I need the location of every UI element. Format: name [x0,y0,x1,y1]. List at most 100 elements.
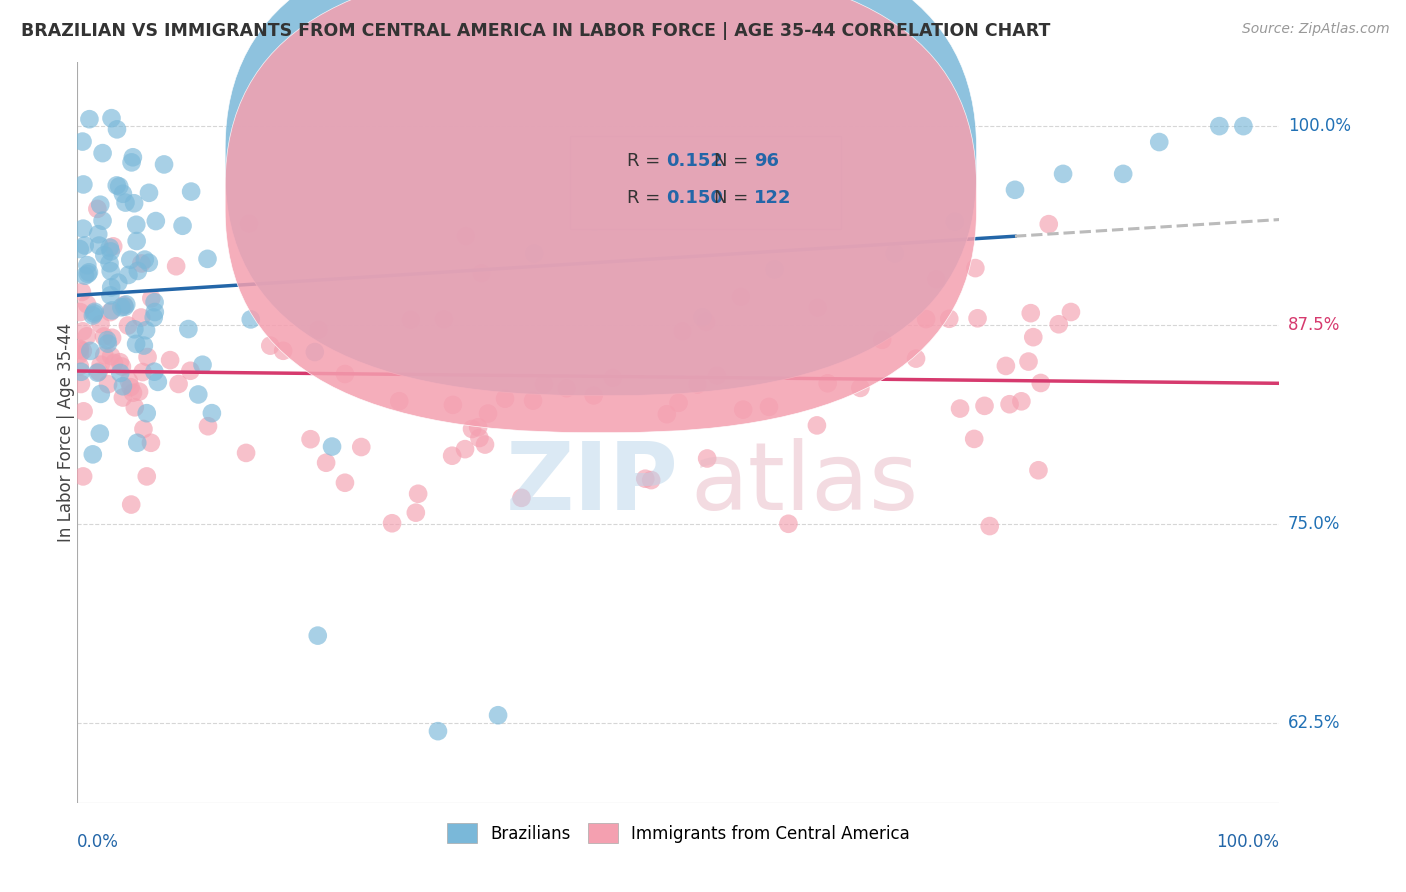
Point [103,239,125,253]
Point [87,365,110,379]
Point [849,381,872,395]
Point [111,359,134,374]
Point [180,185,202,199]
Point [91,146,114,161]
Point [111,379,134,393]
Point [72,469,94,483]
Point [146,375,169,389]
Point [1022,330,1045,344]
Point [70,285,93,299]
Point [201,406,224,420]
Point [112,298,135,312]
Point [97,336,120,351]
Point [86,366,108,380]
Point [72,135,94,149]
Point [153,157,176,171]
Point [692,310,714,325]
Point [695,315,717,329]
Point [399,312,422,326]
Point [1232,119,1254,133]
Point [89,426,111,441]
Point [107,276,129,290]
Point [191,358,214,372]
Point [93,329,115,343]
Point [110,301,132,315]
Point [943,214,966,228]
Point [994,359,1017,373]
Point [938,311,960,326]
Point [108,179,131,194]
Point [132,338,155,352]
Point [128,384,150,399]
Point [141,291,163,305]
Point [135,469,157,483]
Point [89,198,111,212]
FancyBboxPatch shape [225,0,977,395]
Point [308,323,330,337]
Point [97,377,120,392]
Point [69,342,91,356]
Point [135,406,157,420]
Point [101,303,124,318]
Y-axis label: In Labor Force | Age 35-44: In Labor Force | Age 35-44 [58,323,75,542]
Point [315,456,337,470]
Point [72,324,94,338]
Point [259,338,281,352]
Point [76,297,98,311]
Point [115,297,138,311]
Point [98,256,121,270]
Point [76,267,98,281]
Point [806,418,828,433]
Point [131,365,153,379]
Point [87,227,110,242]
Point [145,214,167,228]
Point [117,268,139,282]
Point [187,387,209,401]
Point [177,322,200,336]
Point [949,401,972,416]
Point [778,516,800,531]
Point [82,309,104,323]
Point [72,404,94,418]
Point [523,246,546,260]
Point [299,432,322,446]
Point [121,155,143,169]
Point [239,312,262,326]
Point [733,402,755,417]
Point [124,322,146,336]
Point [696,451,718,466]
Point [69,359,91,374]
Point [83,305,105,319]
Point [120,252,142,267]
Point [668,396,690,410]
Point [69,343,91,357]
Point [381,516,404,531]
Text: R =: R = [627,152,665,169]
Point [125,234,148,248]
Text: 100.0%: 100.0% [1216,833,1279,851]
Point [89,238,111,252]
Point [93,248,115,262]
Point [494,392,516,406]
Point [350,440,373,454]
Text: 0.0%: 0.0% [77,833,120,851]
Point [110,366,132,380]
Point [100,264,122,278]
Point [165,259,187,273]
Point [474,437,496,451]
Text: 87.5%: 87.5% [1288,316,1340,334]
Point [686,377,709,392]
Point [1010,394,1032,409]
Point [167,376,190,391]
Point [915,312,938,326]
Point [127,435,149,450]
Point [77,265,100,279]
Point [135,323,157,337]
Point [120,380,142,394]
Text: 0.152: 0.152 [666,152,723,169]
Point [103,356,125,370]
Point [82,447,104,461]
Point [582,388,605,402]
Point [1112,167,1135,181]
Point [129,310,152,325]
